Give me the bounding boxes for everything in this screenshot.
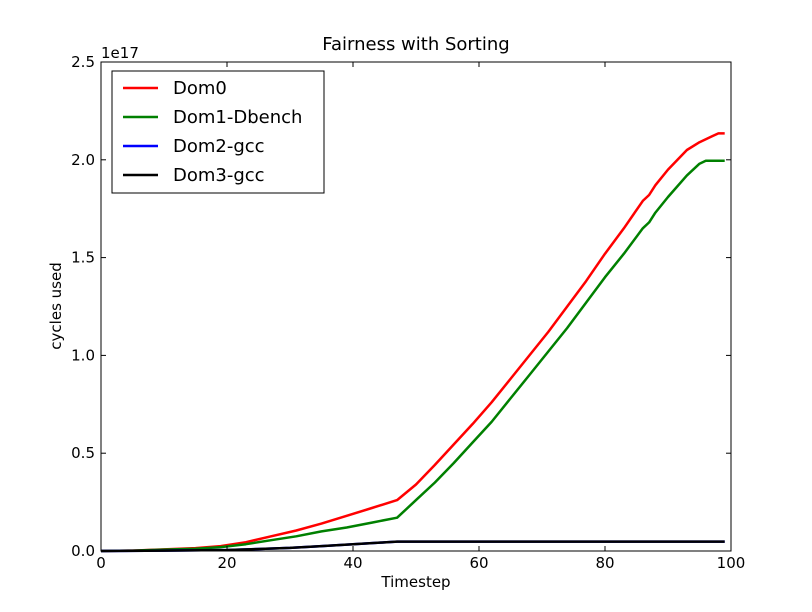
legend-entry-label: Dom3-gcc xyxy=(173,165,265,186)
legend-entry-label: Dom0 xyxy=(173,78,227,99)
x-tick-label: 0 xyxy=(96,554,106,572)
plot-area-frame xyxy=(100,61,732,552)
legend: Dom0 Dom1-Dbench Dom2-gcc Dom3-gcc xyxy=(111,70,325,194)
x-tick-label: 60 xyxy=(469,554,488,572)
y-tick-label: 1.0 xyxy=(71,346,95,364)
legend-entry-label: Dom1-Dbench xyxy=(173,107,302,128)
legend-entry-label: Dom2-gcc xyxy=(173,136,265,157)
axis-ticks: 0 20 40 60 80 100 0.0 0.5 1.0 1.5 2.0 2.5 xyxy=(71,53,745,572)
y-tick-label: 0.0 xyxy=(71,542,95,560)
x-axis-label: Timestep xyxy=(380,573,450,591)
x-tick-label: 40 xyxy=(343,554,362,572)
series-line-0 xyxy=(100,132,725,553)
series-line-3 xyxy=(100,540,725,553)
chart-title: Fairness with Sorting xyxy=(322,34,509,55)
series-layer xyxy=(100,132,725,553)
y-axis-offset-label: 1e17 xyxy=(101,44,139,62)
series-line-1 xyxy=(100,159,725,553)
legend-box xyxy=(111,70,325,194)
x-tick-label: 80 xyxy=(595,554,614,572)
y-tick-label: 2.0 xyxy=(71,151,95,169)
y-tick-label: 2.5 xyxy=(71,53,95,71)
x-tick-label: 100 xyxy=(717,554,746,572)
x-tick-label: 20 xyxy=(217,554,236,572)
y-tick-label: 0.5 xyxy=(71,444,95,462)
y-tick-label: 1.5 xyxy=(71,249,95,267)
y-axis-label: cycles used xyxy=(47,262,65,349)
